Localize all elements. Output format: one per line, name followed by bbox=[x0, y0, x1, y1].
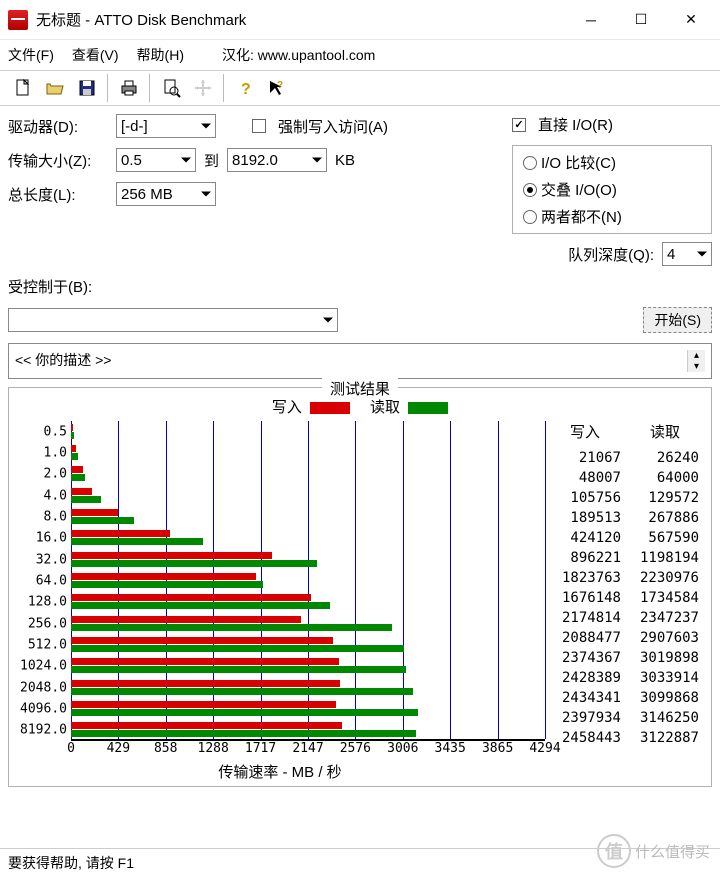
start-button[interactable]: 开始(S) bbox=[643, 307, 712, 333]
io-mode-group: I/O 比较(C) 交叠 I/O(O) 两者都不(N) bbox=[512, 145, 712, 234]
kb-label: KB bbox=[335, 152, 355, 169]
results-title: 测试结果 bbox=[322, 378, 398, 399]
force-write-checkbox[interactable] bbox=[252, 119, 266, 133]
controlled-select[interactable] bbox=[8, 308, 338, 332]
to-label: 到 bbox=[204, 150, 219, 171]
x-axis-title: 传输速率 - MB / 秒 bbox=[15, 761, 545, 782]
x-axis: 042985812881717214725763006343538654294 bbox=[71, 741, 545, 759]
data-table: 写入 读取 2106726240480076400010575612957218… bbox=[545, 421, 705, 782]
window-controls: ─ ☐ ✕ bbox=[566, 1, 716, 39]
bar-chart: 0.51.02.04.08.016.032.064.0128.0256.0512… bbox=[71, 421, 545, 741]
controls-panel: 驱动器(D): [-d-] 强制写入访问(A) 传输大小(Z): 0.5 到 8… bbox=[8, 114, 712, 333]
help-icon[interactable]: ? bbox=[230, 73, 260, 103]
window-title: 无标题 - ATTO Disk Benchmark bbox=[36, 9, 566, 30]
length-select[interactable]: 256 MB bbox=[116, 182, 216, 206]
print-icon[interactable] bbox=[114, 73, 144, 103]
description-box[interactable]: << 你的描述 >> ▴▾ bbox=[8, 343, 712, 379]
context-help-icon[interactable]: ? bbox=[262, 73, 292, 103]
drive-label: 驱动器(D): bbox=[8, 116, 108, 137]
transfer-to-select[interactable]: 8192.0 bbox=[227, 148, 327, 172]
menu-view[interactable]: 查看(V) bbox=[72, 45, 119, 65]
menubar: 文件(F) 查看(V) 帮助(H) 汉化: www.upantool.com bbox=[0, 40, 720, 70]
controlled-label: 受控制于(B): bbox=[8, 276, 92, 297]
force-write-label: 强制写入访问(A) bbox=[278, 116, 388, 137]
io-compare-radio[interactable] bbox=[523, 156, 537, 170]
app-icon bbox=[8, 10, 28, 30]
direct-io-label: 直接 I/O(R) bbox=[538, 114, 613, 135]
scrollbar[interactable]: ▴▾ bbox=[687, 350, 705, 372]
neither-radio[interactable] bbox=[523, 210, 537, 224]
move-icon[interactable] bbox=[188, 73, 218, 103]
queue-label: 队列深度(Q): bbox=[568, 244, 654, 265]
minimize-button[interactable]: ─ bbox=[566, 1, 616, 39]
toolbar: ? ? bbox=[0, 70, 720, 106]
overlapped-radio[interactable] bbox=[523, 183, 537, 197]
menu-translation: 汉化: www.upantool.com bbox=[222, 45, 375, 65]
svg-text:?: ? bbox=[241, 81, 251, 98]
titlebar: 无标题 - ATTO Disk Benchmark ─ ☐ ✕ bbox=[0, 0, 720, 40]
chart-legend: 写入 读取 bbox=[15, 396, 705, 417]
new-icon[interactable] bbox=[8, 73, 38, 103]
save-icon[interactable] bbox=[72, 73, 102, 103]
maximize-button[interactable]: ☐ bbox=[616, 1, 666, 39]
transfer-label: 传输大小(Z): bbox=[8, 150, 108, 171]
watermark-icon: 值 bbox=[597, 834, 631, 868]
open-icon[interactable] bbox=[40, 73, 70, 103]
read-swatch bbox=[408, 402, 448, 414]
menu-file[interactable]: 文件(F) bbox=[8, 45, 54, 65]
status-text: 要获得帮助, 请按 F1 bbox=[8, 853, 134, 873]
svg-text:?: ? bbox=[277, 80, 283, 91]
transfer-from-select[interactable]: 0.5 bbox=[116, 148, 196, 172]
length-label: 总长度(L): bbox=[8, 184, 108, 205]
menu-help[interactable]: 帮助(H) bbox=[137, 45, 184, 65]
drive-select[interactable]: [-d-] bbox=[116, 114, 216, 138]
close-button[interactable]: ✕ bbox=[666, 1, 716, 39]
results-group: 测试结果 写入 读取 0.51.02.04.08.016.032.064.012… bbox=[8, 387, 712, 787]
queue-select[interactable]: 4 bbox=[662, 242, 712, 266]
direct-io-checkbox[interactable] bbox=[512, 118, 526, 132]
write-swatch bbox=[310, 402, 350, 414]
preview-icon[interactable] bbox=[156, 73, 186, 103]
watermark: 值 什么值得买 bbox=[597, 834, 710, 868]
